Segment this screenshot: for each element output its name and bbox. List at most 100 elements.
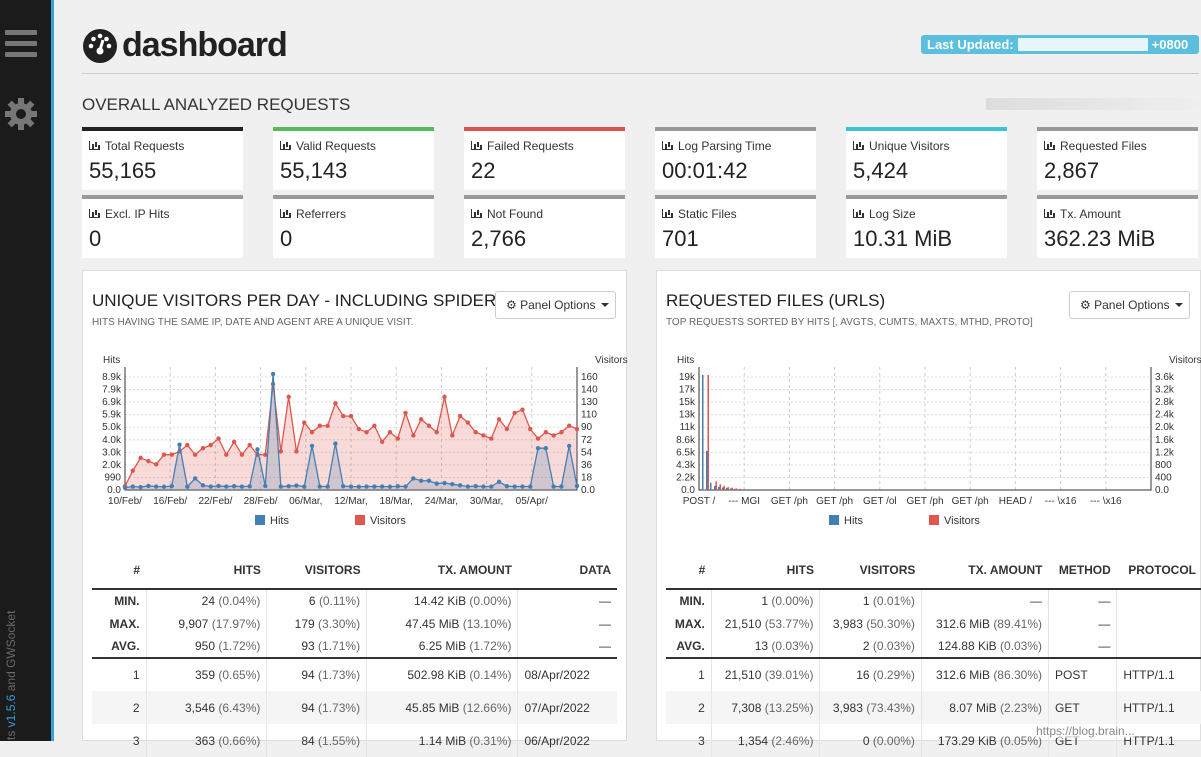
visitors-point xyxy=(575,427,579,431)
visitors-point xyxy=(372,424,376,428)
column-header[interactable]: TX. AMOUNT xyxy=(921,551,1048,589)
hits-point xyxy=(271,372,275,376)
column-header[interactable]: TX. AMOUNT xyxy=(367,551,518,589)
y2-tick-label: 0.0 xyxy=(581,485,595,496)
visitors-point xyxy=(396,436,400,440)
hits-point xyxy=(419,479,423,483)
x-tick-label: 10/Feb/ xyxy=(108,496,142,507)
y-axis-label: Hits xyxy=(677,355,694,366)
y-tick-label: 8.9k xyxy=(102,372,122,383)
visitors-point xyxy=(146,459,150,463)
x-tick-label: 30/Mar, xyxy=(470,496,503,507)
hits-point xyxy=(411,476,415,480)
visitors-point xyxy=(559,430,563,434)
metric-label: Log Size xyxy=(853,207,916,221)
bar-chart-icon xyxy=(471,209,482,218)
visitors-point xyxy=(403,411,407,415)
legend-swatch xyxy=(355,515,365,525)
x-tick-label: GET /ph xyxy=(952,496,989,507)
hits-point xyxy=(247,484,251,488)
hits-point xyxy=(131,484,135,488)
column-header[interactable]: VISITORS xyxy=(267,551,367,589)
metric-label: Static Files xyxy=(662,207,737,221)
y-tick-label: 4.3k xyxy=(676,460,696,471)
metric-value: 0 xyxy=(89,226,101,252)
bar-chart-icon xyxy=(89,141,100,150)
gear-icon[interactable] xyxy=(4,97,38,131)
visitors-point xyxy=(310,430,314,434)
hits-point xyxy=(318,484,322,488)
visitors-bar xyxy=(724,486,726,490)
visitors-bar xyxy=(728,487,730,490)
column-header[interactable]: HITS xyxy=(711,551,820,589)
stat-row: MIN.24 (0.04%)6 (0.11%)14.42 KiB (0.00%)… xyxy=(92,589,617,612)
hits-point xyxy=(427,479,431,483)
y-tick-label: 15k xyxy=(679,397,696,408)
visitors-point xyxy=(458,414,462,418)
legend-label: Hits xyxy=(270,515,289,527)
bar-chart-icon xyxy=(280,141,291,150)
hits-point xyxy=(201,483,205,487)
column-header[interactable]: # xyxy=(92,551,146,589)
hits-point xyxy=(224,484,228,488)
y2-tick-label: 110 xyxy=(581,410,597,421)
y2-tick-label: 800 xyxy=(1155,460,1172,471)
stat-row: MAX.9,907 (17.97%)179 (3.30%)47.45 MiB (… xyxy=(92,612,617,635)
visitors-point xyxy=(193,452,197,456)
hits-point xyxy=(520,484,524,488)
visitors-point xyxy=(427,424,431,428)
hits-point xyxy=(302,484,306,488)
visitors-point xyxy=(551,433,555,437)
column-header[interactable]: VISITORS xyxy=(820,551,921,589)
bar-chart-icon xyxy=(853,141,864,150)
hits-point xyxy=(435,481,439,485)
hits-point xyxy=(193,476,197,480)
column-header[interactable]: # xyxy=(666,551,711,589)
visitors-point xyxy=(497,417,501,421)
bar-chart-icon xyxy=(662,209,673,218)
column-header[interactable]: DATA xyxy=(518,551,617,589)
hits-point xyxy=(255,447,259,451)
dashboard-icon xyxy=(82,28,118,64)
hits-point xyxy=(216,484,220,488)
hits-point xyxy=(481,484,485,488)
legend-swatch xyxy=(829,515,839,525)
hits-bar xyxy=(706,451,708,490)
hits-point xyxy=(294,483,298,487)
visitors-point xyxy=(154,462,158,466)
hits-point xyxy=(403,484,407,488)
x-tick-label: 16/Feb/ xyxy=(153,496,187,507)
hits-point xyxy=(357,485,361,489)
visitors-point xyxy=(325,424,329,428)
visitors-point xyxy=(209,443,213,447)
y-tick-label: 6.9k xyxy=(102,397,122,408)
column-header[interactable]: HITS xyxy=(146,551,267,589)
stat-row: MAX.21,510 (53.77%)3,983 (50.30%)312.6 M… xyxy=(666,612,1201,635)
visitors-point xyxy=(450,433,454,437)
column-header[interactable]: METHOD xyxy=(1049,551,1117,589)
visitors-point xyxy=(294,449,298,453)
panel-options-button[interactable]: ⚙ Panel Options xyxy=(1069,291,1190,319)
x-tick-label: 12/Mar, xyxy=(334,496,367,507)
bar-chart-icon xyxy=(471,141,482,150)
hits-bar xyxy=(722,487,724,490)
y-tick-label: 6.5k xyxy=(676,447,696,458)
menu-icon[interactable] xyxy=(5,30,37,58)
visitors-point xyxy=(512,411,516,415)
hits-point xyxy=(380,484,384,488)
hits-point xyxy=(240,484,244,488)
x-tick-label: GET /ph xyxy=(816,496,853,507)
hits-point xyxy=(512,484,516,488)
hits-point xyxy=(263,484,267,488)
column-header[interactable]: PROTOCOL xyxy=(1117,551,1201,589)
panel-options-button[interactable]: ⚙ Panel Options xyxy=(495,291,616,319)
